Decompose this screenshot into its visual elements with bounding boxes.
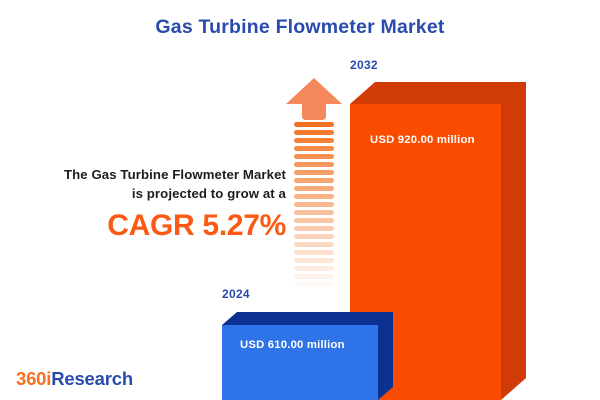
brand-logo-suffix: Research (51, 368, 133, 389)
brand-logo-prefix: 360i (16, 368, 52, 389)
arrow-shaft-bar (294, 202, 334, 207)
arrow-head-icon (286, 78, 342, 120)
arrow-shaft-bar (294, 146, 334, 151)
arrow-shaft-bar (294, 258, 334, 263)
statement-block: The Gas Turbine Flowmeter Market is proj… (8, 165, 286, 243)
page-title: Gas Turbine Flowmeter Market (155, 16, 445, 38)
bar-2032-value-label: USD 920.00 million (370, 134, 475, 146)
arrow-shaft-bar (294, 122, 334, 127)
arrow-shaft-bar (294, 282, 334, 287)
arrow-shaft-bar (294, 138, 334, 143)
arrow-shaft-bar (294, 226, 334, 231)
arrow-shaft-bar (294, 130, 334, 135)
arrow-shaft-bar (294, 250, 334, 255)
arrow-shaft-bar (294, 218, 334, 223)
cagr-value: CAGR 5.27% (107, 209, 286, 242)
bar-2024-front-face (222, 325, 378, 400)
brand-logo: 360iResearch (16, 368, 133, 390)
arrow-shaft-bar (294, 170, 334, 175)
arrow-shaft-bar (294, 186, 334, 191)
arrow-shaft-bar (294, 290, 334, 295)
arrow-shaft-bar (294, 242, 334, 247)
bar-2032-side-face (350, 82, 526, 400)
statement-line-1: The Gas Turbine Flowmeter Market (63, 167, 286, 182)
bar-2024: USD 610.00 million (222, 312, 393, 400)
arrow-shaft-bar (294, 162, 334, 167)
arrow-shaft-bar (294, 274, 334, 279)
bar-2024-side-face (222, 312, 393, 400)
arrow-shaft (294, 122, 334, 296)
year-label-2024: 2024 (222, 287, 250, 301)
arrow-shaft-bar (294, 266, 334, 271)
arrow-shaft-bar (294, 178, 334, 183)
year-label-2032: 2032 (350, 58, 378, 72)
arrow-shaft-bar (294, 210, 334, 215)
bar-2032: USD 920.00 million (350, 82, 526, 400)
statement-line-2: is projected to grow at a (131, 186, 286, 201)
bar-2024-value-label: USD 610.00 million (240, 339, 345, 351)
arrow-shaft-bar (294, 154, 334, 159)
growth-arrow-icon (286, 78, 342, 296)
arrow-shaft-bar (294, 194, 334, 199)
arrow-shaft-bar (294, 234, 334, 239)
